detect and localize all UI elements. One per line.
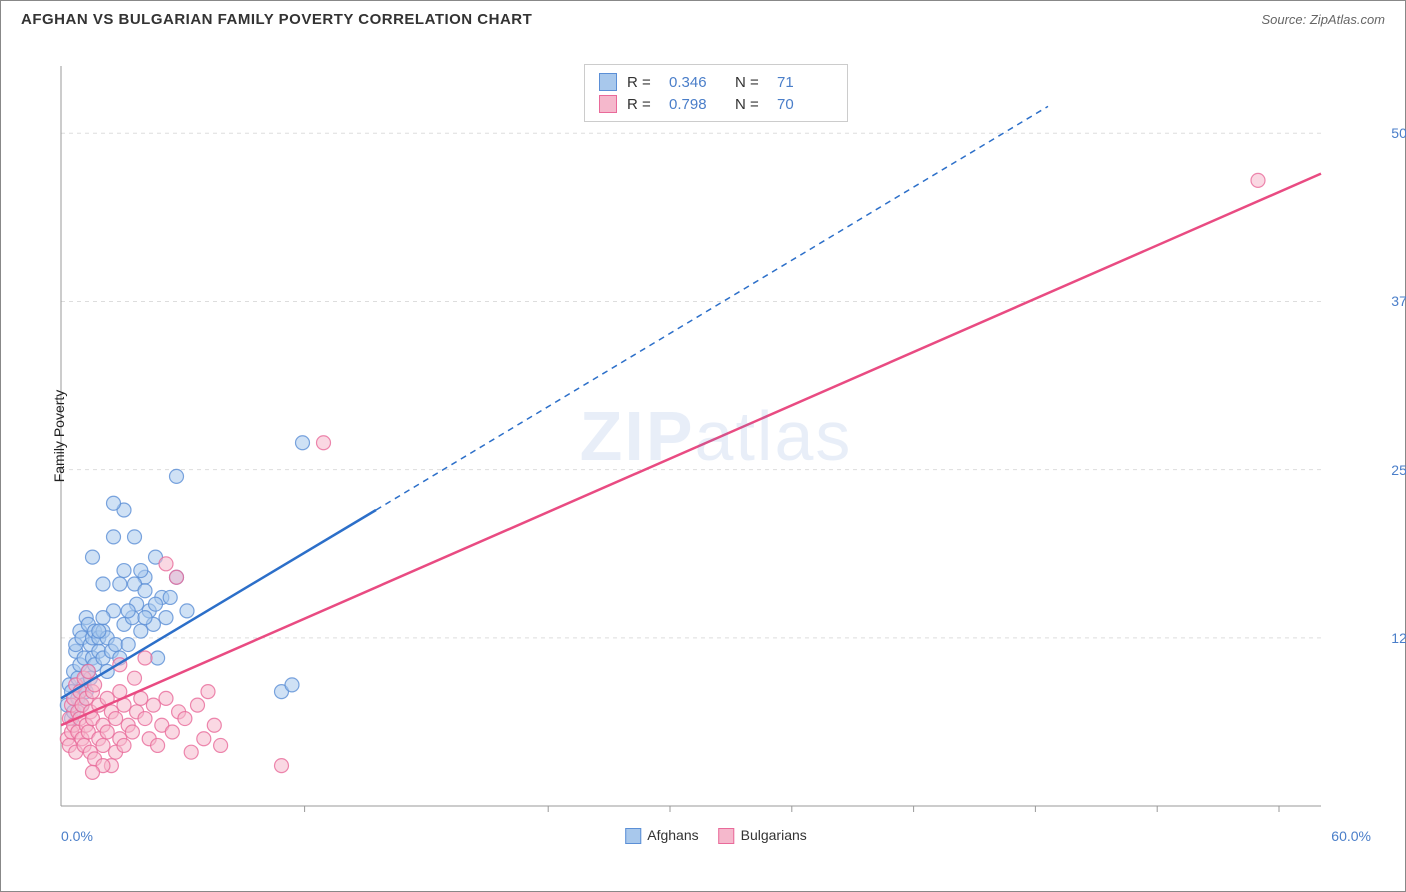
legend-item-afghans: Afghans — [625, 827, 698, 844]
plot-area: Family Poverty ZIPatlas 12.5%25.0%37.5%5… — [51, 56, 1381, 816]
y-tick-label: 50.0% — [1391, 125, 1406, 141]
y-tick-label: 37.5% — [1391, 293, 1406, 309]
stats-swatch-bulgarians — [599, 95, 617, 113]
y-tick-label: 25.0% — [1391, 462, 1406, 478]
stats-row-bulgarians: R = 0.798 N = 70 — [599, 93, 833, 115]
y-axis-label: Family Poverty — [51, 390, 67, 483]
scatter-chart — [51, 56, 1381, 816]
y-tick-label: 12.5% — [1391, 630, 1406, 646]
chart-container: AFGHAN VS BULGARIAN FAMILY POVERTY CORRE… — [0, 0, 1406, 892]
legend-item-bulgarians: Bulgarians — [719, 827, 807, 844]
stats-box: R = 0.346 N = 71 R = 0.798 N = 70 — [584, 64, 848, 122]
x-tick-label: 0.0% — [61, 828, 93, 844]
bottom-legend: Afghans Bulgarians — [625, 827, 807, 844]
source-label: Source: ZipAtlas.com — [1261, 12, 1385, 27]
legend-swatch-bulgarians — [719, 828, 735, 844]
stats-swatch-afghans — [599, 73, 617, 91]
header: AFGHAN VS BULGARIAN FAMILY POVERTY CORRE… — [1, 1, 1405, 28]
chart-title: AFGHAN VS BULGARIAN FAMILY POVERTY CORRE… — [21, 11, 532, 28]
stats-row-afghans: R = 0.346 N = 71 — [599, 71, 833, 93]
legend-swatch-afghans — [625, 828, 641, 844]
x-tick-label: 60.0% — [1331, 828, 1371, 844]
